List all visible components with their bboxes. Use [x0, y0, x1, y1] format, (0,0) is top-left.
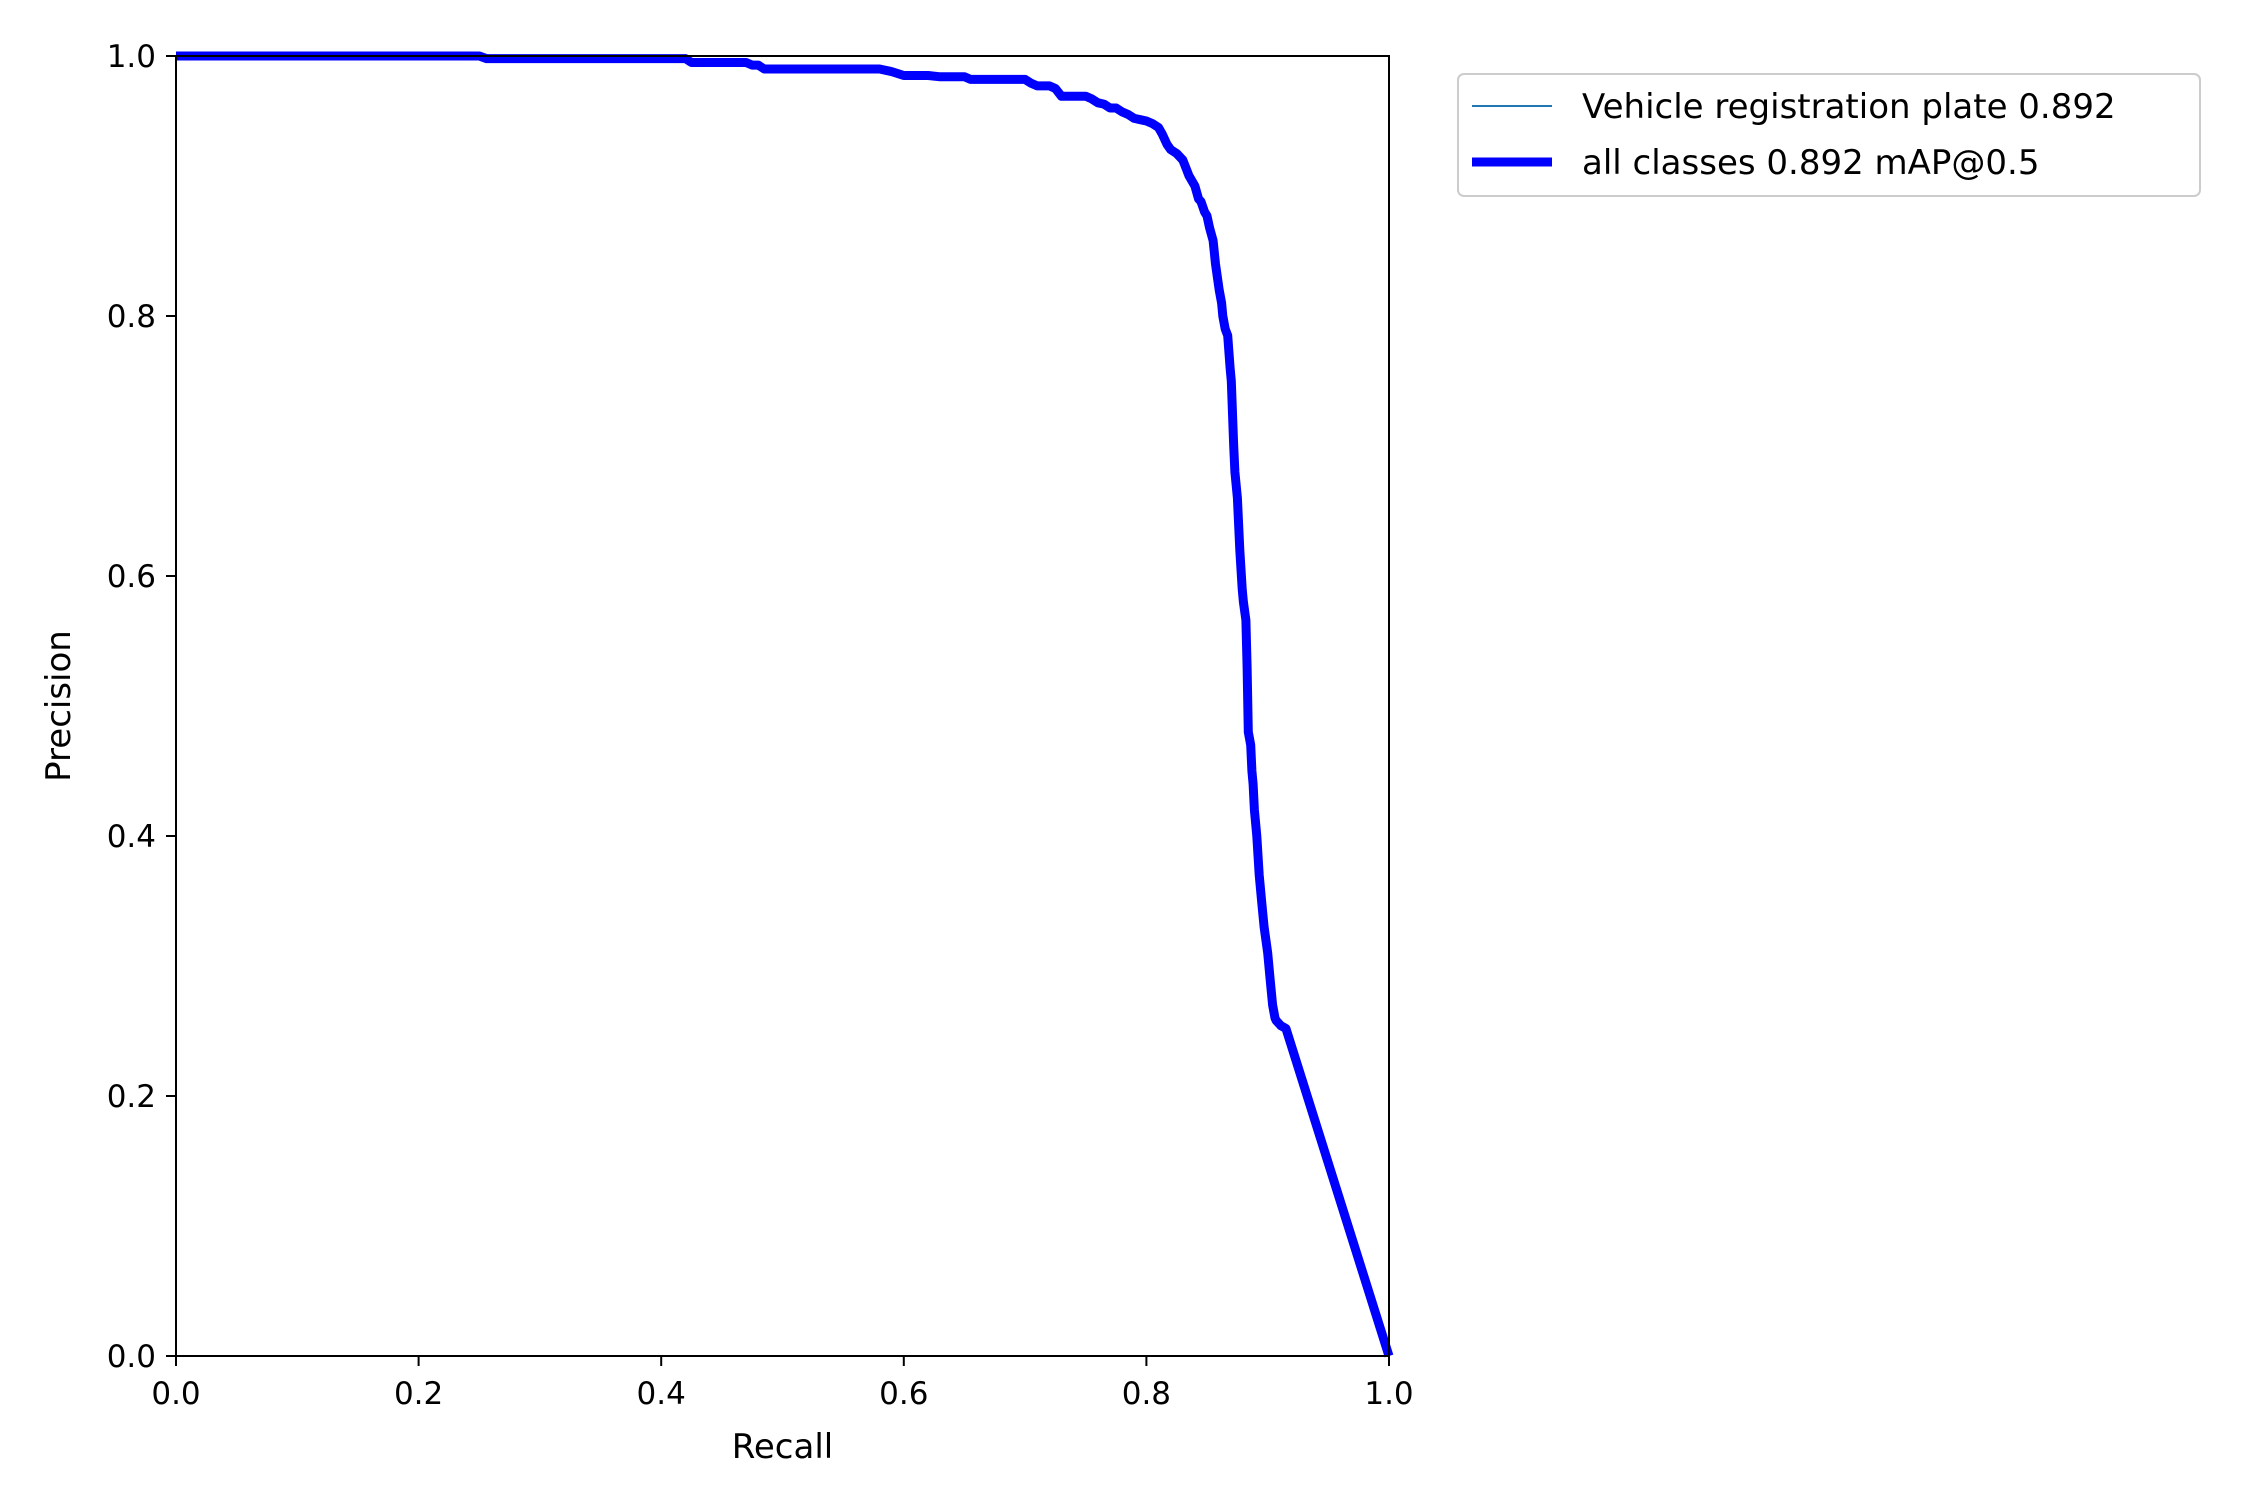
series-line-all-classes	[176, 51, 1394, 1358]
legend-label-vehicle-plate: Vehicle registration plate 0.892	[1582, 87, 2116, 127]
y-tick-label: 0.2	[107, 1079, 156, 1115]
series-line-vehicle-plate	[176, 55, 1390, 1357]
x-axis-title: Recall	[732, 1427, 833, 1467]
x-tick-label: 0.0	[151, 1376, 200, 1412]
x-tick-label: 0.4	[637, 1376, 686, 1412]
x-tick-label: 0.6	[879, 1376, 928, 1412]
y-tick-label: 0.8	[107, 299, 156, 335]
legend-label-all-classes: all classes 0.892 mAP@0.5	[1582, 143, 2039, 183]
x-tick-label: 0.8	[1122, 1376, 1171, 1412]
y-tick-label: 1.0	[107, 39, 156, 75]
x-axis: 0.0 0.2 0.4 0.6 0.8 1.0	[151, 1356, 1414, 1412]
y-axis: 0.0 0.2 0.4 0.6 0.8 1.0	[107, 39, 176, 1375]
curve-layer	[176, 51, 1394, 1358]
y-axis-title: Precision	[39, 630, 79, 782]
legend: Vehicle registration plate 0.892 all cla…	[1457, 73, 2201, 197]
y-tick-label: 0.0	[107, 1339, 156, 1375]
plot-frame	[175, 55, 1390, 1357]
y-tick-label: 0.6	[107, 559, 156, 595]
x-tick-label: 0.2	[394, 1376, 443, 1412]
x-tick-label: 1.0	[1364, 1376, 1413, 1412]
legend-box	[1457, 73, 2201, 197]
y-tick-label: 0.4	[107, 819, 156, 855]
